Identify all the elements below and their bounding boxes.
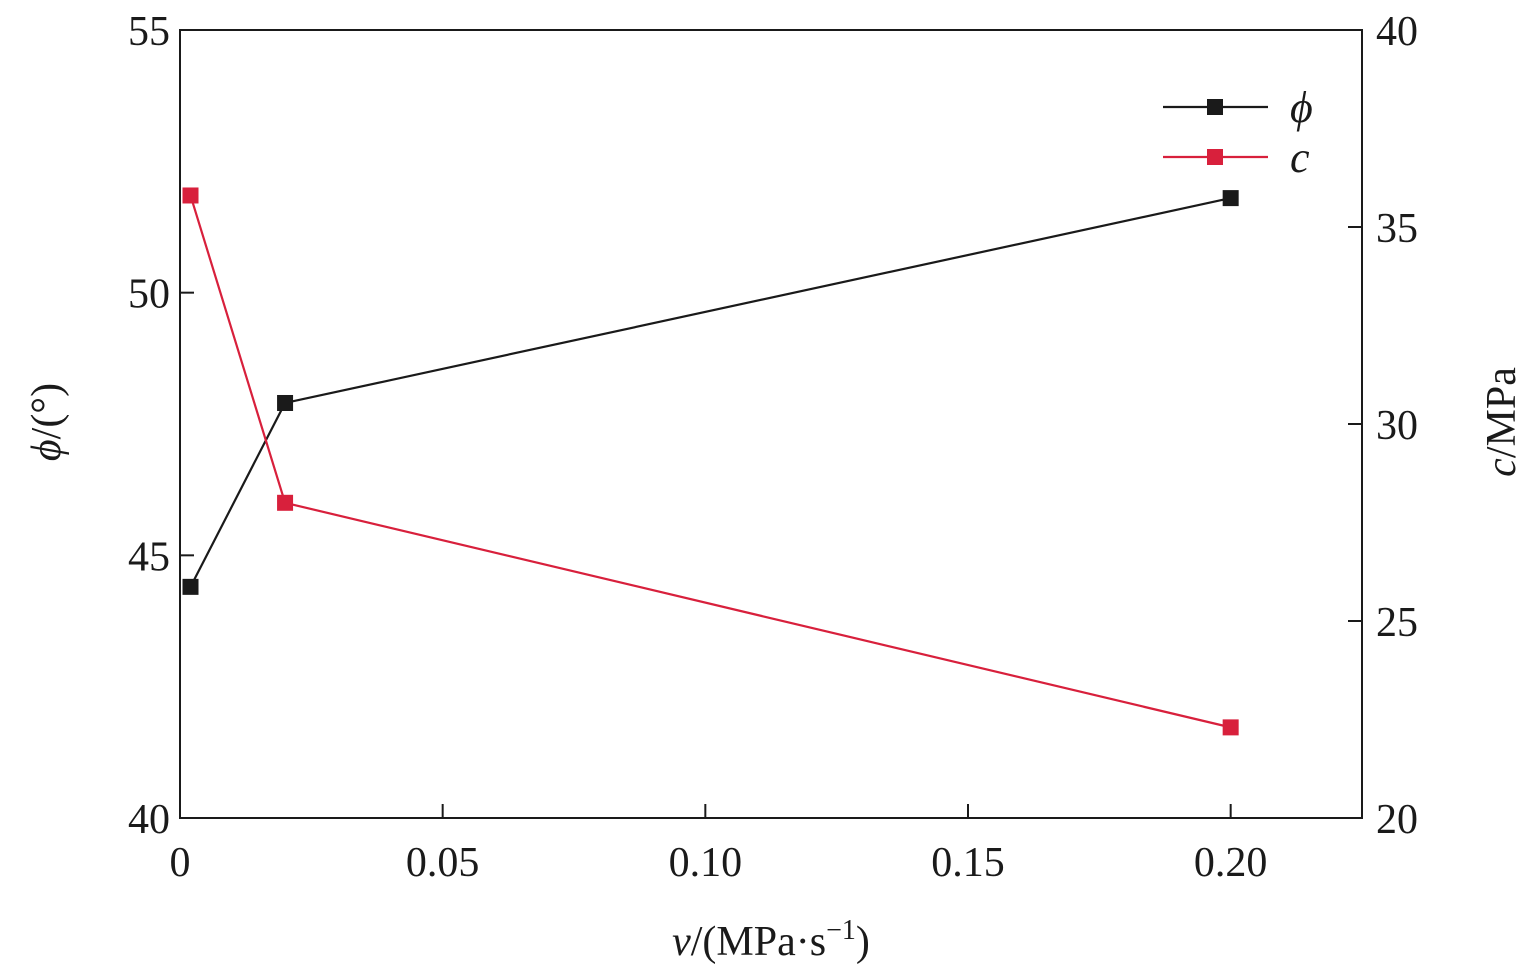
y-right-tick-label: 25 (1376, 600, 1418, 646)
data-point-phi (182, 578, 199, 595)
data-point-phi (1222, 190, 1239, 207)
series-line-c (189, 195, 1231, 729)
legend-label: c (1290, 133, 1310, 182)
y-right-unit: /MPa (1479, 367, 1525, 458)
x-tick-label: 0 (170, 840, 191, 886)
y-left-tick-label: 50 (128, 272, 170, 318)
y-right-axis-title: c/MPa (1479, 367, 1525, 477)
y-left-var: ϕ (24, 439, 70, 461)
x-axis-close: ) (856, 919, 870, 965)
y-left-tick-label: 55 (128, 9, 170, 55)
series-lines (189, 195, 1231, 729)
legend-marker (1207, 149, 1223, 165)
y-right-tick-label: 20 (1376, 797, 1418, 843)
y-left-axis-title: ϕ/(°) (24, 383, 70, 461)
data-point-phi (277, 394, 294, 411)
x-axis-unit: /(MPa·s (691, 919, 826, 965)
y-right-tick-label: 40 (1376, 9, 1418, 55)
data-point-c (182, 187, 199, 204)
series-markers (182, 187, 1239, 736)
x-tick-label: 0.15 (931, 840, 1005, 886)
x-axis-var: v (672, 919, 691, 965)
plot-frame (179, 29, 1363, 819)
data-point-c (277, 494, 294, 511)
x-tick-label: 0.05 (406, 840, 480, 886)
y-right-var: c (1479, 458, 1525, 477)
axes: 0 0.05 0.10 0.15 0.20 40 45 50 55 20 25 30 35 40 (128, 9, 1418, 886)
x-tick-label: 0.10 (669, 840, 743, 886)
y-left-tick-label: 40 (128, 797, 170, 843)
x-axis-exp: −1 (826, 915, 856, 946)
legend-marker (1207, 99, 1223, 115)
x-axis-title: v/(MPa·s−1) (672, 915, 870, 965)
series-line-phi (189, 197, 1231, 588)
y-left-unit: /(°) (24, 383, 70, 439)
y-left-tick-label: 45 (128, 534, 170, 580)
y-right-tick-label: 30 (1376, 403, 1418, 449)
x-tick-label: 0.20 (1194, 840, 1268, 886)
y-right-tick-label: 35 (1376, 206, 1418, 252)
legend-label: ϕ (1290, 83, 1313, 132)
data-point-c (1222, 719, 1239, 736)
legend: ϕc (1163, 83, 1313, 182)
